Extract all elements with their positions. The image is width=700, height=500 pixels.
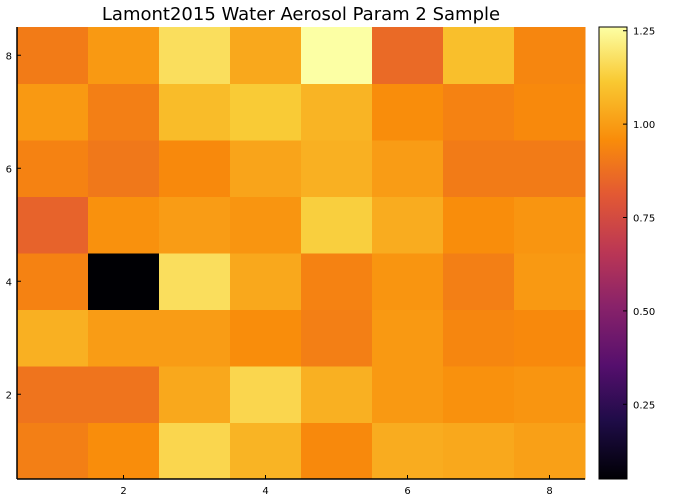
heatmap-cell-6-6	[372, 140, 444, 197]
heatmap-cell-4-6	[230, 140, 302, 197]
heatmap-cell-4-4	[230, 253, 302, 310]
heatmap-cell-1-3	[17, 309, 89, 367]
y-tick-label: 4	[6, 277, 12, 288]
heatmap-cell-4-8	[230, 27, 302, 84]
heatmap-cell-5-3	[301, 309, 373, 367]
colorbar-gradient	[599, 27, 627, 479]
heatmap-cell-3-2	[159, 366, 231, 423]
heatmap-cell-4-2	[230, 366, 302, 423]
y-tick-label: 6	[6, 164, 12, 175]
colorbar-frame	[598, 26, 628, 480]
heatmap-cell-2-3	[88, 309, 160, 367]
heatmap-cell-7-8	[443, 27, 515, 84]
heatmap-cell-1-1	[17, 422, 89, 480]
heatmap-cell-1-4	[17, 253, 89, 310]
y-tick-label: 8	[6, 51, 12, 62]
heatmap-cell-6-2	[372, 366, 444, 423]
heatmap-cell-3-5	[159, 196, 231, 254]
heatmap-cell-6-3	[372, 309, 444, 367]
colorbar-tick-label: 1.00	[633, 120, 655, 131]
colorbar-tick-label: 0.25	[633, 400, 655, 411]
plot-axes	[16, 27, 585, 480]
x-tick-label: 8	[546, 486, 552, 497]
heatmap-cell-6-8	[372, 27, 444, 84]
heatmap-cell-2-5	[88, 196, 160, 254]
heatmap-cell-7-2	[443, 366, 515, 423]
heatmap-cell-8-7	[514, 83, 586, 141]
heatmap-cell-1-7	[17, 83, 89, 141]
heatmap-cell-1-5	[17, 196, 89, 254]
heatmap-cell-2-6	[88, 140, 160, 197]
heatmap-cell-4-7	[230, 83, 302, 141]
heatmap-cell-7-1	[443, 422, 515, 480]
heatmap-cell-7-4	[443, 253, 515, 310]
heatmap-cell-5-6	[301, 140, 373, 197]
heatmap-cell-4-3	[230, 309, 302, 367]
heatmap-cell-3-7	[159, 83, 231, 141]
x-tick-label: 4	[262, 486, 268, 497]
heatmap-cell-7-6	[443, 140, 515, 197]
heatmap-cell-5-5	[301, 196, 373, 254]
chart-title: Lamont2015 Water Aerosol Param 2 Sample	[102, 4, 500, 25]
heatmap-cell-8-4	[514, 253, 586, 310]
heatmap-cell-2-1	[88, 422, 160, 480]
heatmap-cell-6-7	[372, 83, 444, 141]
heatmap-cell-8-3	[514, 309, 586, 367]
heatmap-cell-2-4	[88, 253, 160, 310]
heatmap-cell-7-7	[443, 83, 515, 141]
heatmap-cell-1-2	[17, 366, 89, 423]
heatmap-cell-6-1	[372, 422, 444, 480]
colorbar-tick-label: 0.75	[633, 214, 655, 225]
heatmap-cell-2-2	[88, 366, 160, 423]
heatmap-cell-8-5	[514, 196, 586, 254]
heatmap-cell-6-4	[372, 253, 444, 310]
heatmap-cell-1-6	[17, 140, 89, 197]
heatmap-cell-5-2	[301, 366, 373, 423]
heatmap-cell-5-4	[301, 253, 373, 310]
x-tick-label: 2	[120, 486, 126, 497]
y-tick-label: 2	[6, 390, 12, 401]
heatmap-cells	[17, 27, 586, 480]
heatmap-cell-8-6	[514, 140, 586, 197]
heatmap-cell-3-6	[159, 140, 231, 197]
heatmap-cell-3-1	[159, 422, 231, 480]
heatmap-cell-4-1	[230, 422, 302, 480]
heatmap-cell-8-8	[514, 27, 586, 84]
heatmap-cell-7-3	[443, 309, 515, 367]
heatmap-cell-8-1	[514, 422, 586, 480]
heatmap-cell-3-4	[159, 253, 231, 310]
heatmap-cell-4-5	[230, 196, 302, 254]
colorbar-tick-label: 1.25	[633, 27, 655, 38]
heatmap-cell-5-1	[301, 422, 373, 480]
heatmap-cell-2-8	[88, 27, 160, 84]
colorbar: 0.25 0.50 0.75 1.00 1.25	[598, 26, 655, 480]
heatmap-cell-6-5	[372, 196, 444, 254]
heatmap-cell-3-8	[159, 27, 231, 84]
heatmap-cell-8-2	[514, 366, 586, 423]
heatmap-cell-7-5	[443, 196, 515, 254]
y-axis-ticks: 2 4 6 8	[6, 51, 21, 401]
heatmap-cell-5-7	[301, 83, 373, 141]
heatmap-cell-3-3	[159, 309, 231, 367]
heatmap-cell-1-8	[17, 27, 89, 84]
x-tick-label: 6	[404, 486, 410, 497]
colorbar-tick-label: 0.50	[633, 307, 655, 318]
heatmap-cell-5-8	[301, 27, 373, 84]
heatmap-cell-2-7	[88, 83, 160, 141]
x-axis-ticks: 2 4 6 8	[120, 475, 553, 497]
